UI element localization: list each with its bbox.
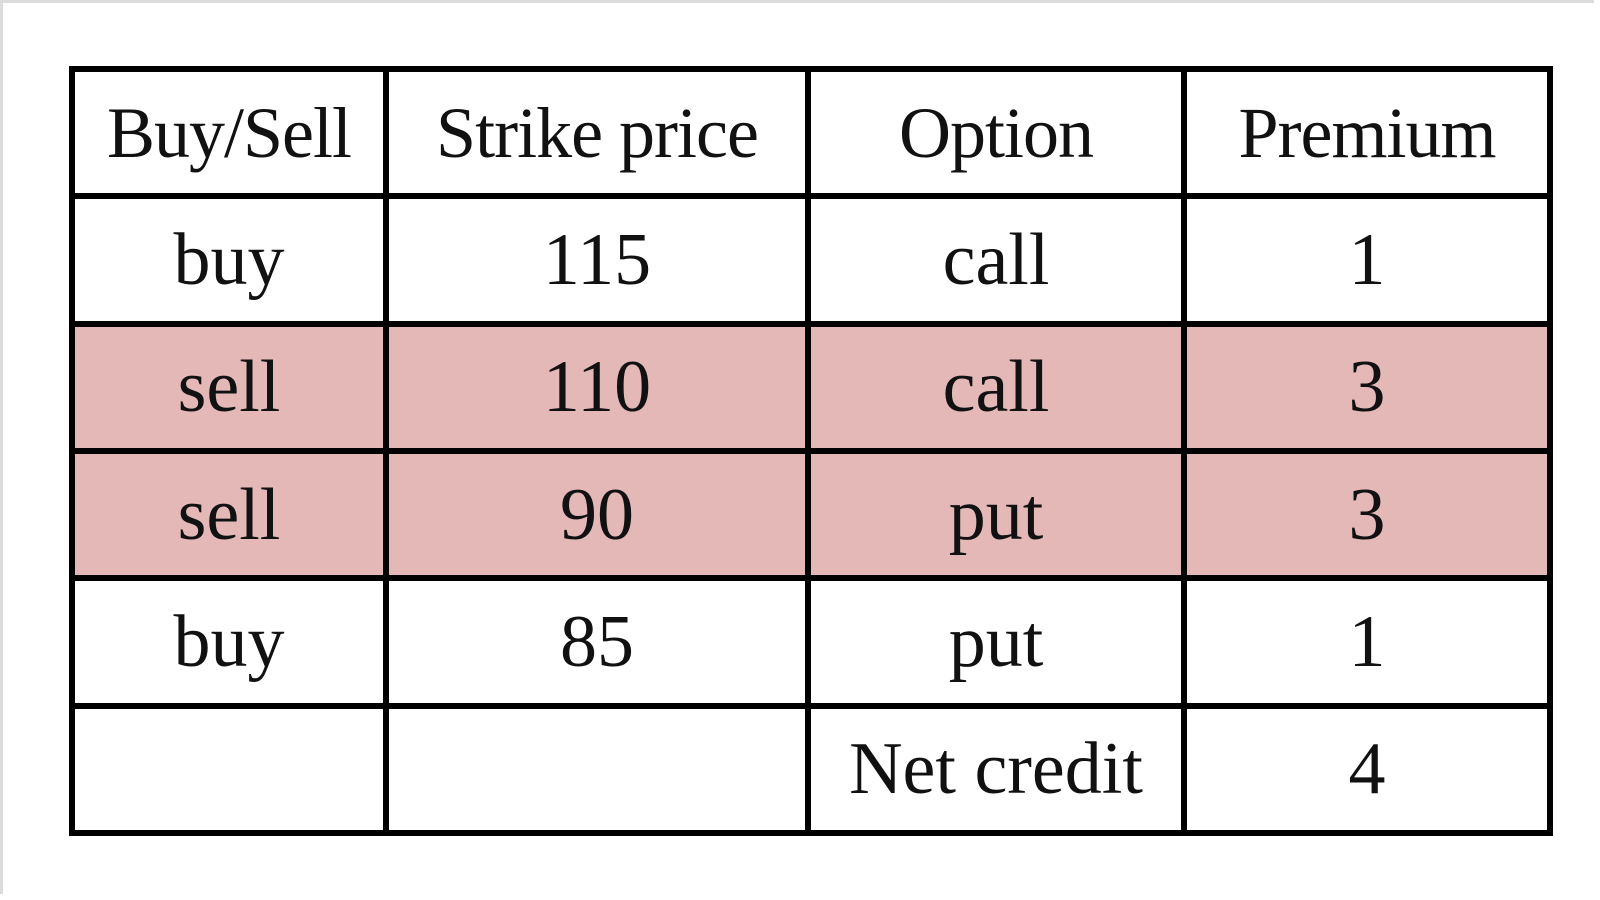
options-strategy-table: Buy/Sell Strike price Option Premium buy…: [69, 65, 1553, 837]
cell-strike: 90: [383, 447, 811, 582]
table-row-highlighted: sell 110 call 3: [69, 320, 1553, 454]
cell-strike: 115: [383, 193, 811, 327]
header-option: Option: [805, 65, 1187, 200]
cell-strike: 110: [383, 320, 811, 454]
cell-premium: 1: [1181, 575, 1553, 709]
summary-empty-cell: [383, 702, 811, 837]
header-premium: Premium: [1181, 65, 1553, 200]
summary-row: Net credit 4: [69, 702, 1553, 837]
header-buy-sell: Buy/Sell: [69, 65, 389, 200]
cell-action: sell: [69, 447, 389, 582]
cell-option: put: [805, 447, 1187, 582]
cell-premium: 3: [1181, 320, 1553, 454]
table-row-highlighted: sell 90 put 3: [69, 447, 1553, 582]
cell-premium: 3: [1181, 447, 1553, 582]
cell-action: buy: [69, 193, 389, 327]
cell-action: sell: [69, 320, 389, 454]
cell-option: call: [805, 320, 1187, 454]
table-header-row: Buy/Sell Strike price Option Premium: [69, 65, 1553, 200]
cell-strike: 85: [383, 575, 811, 709]
cell-premium: 1: [1181, 193, 1553, 327]
table-row: buy 115 call 1: [69, 193, 1553, 327]
net-credit-value: 4: [1181, 702, 1553, 837]
net-credit-label: Net credit: [805, 702, 1187, 837]
cell-option: put: [805, 575, 1187, 709]
table-row: buy 85 put 1: [69, 575, 1553, 709]
cell-action: buy: [69, 575, 389, 709]
cell-option: call: [805, 193, 1187, 327]
summary-empty-cell: [69, 702, 389, 837]
header-strike-price: Strike price: [383, 65, 811, 200]
